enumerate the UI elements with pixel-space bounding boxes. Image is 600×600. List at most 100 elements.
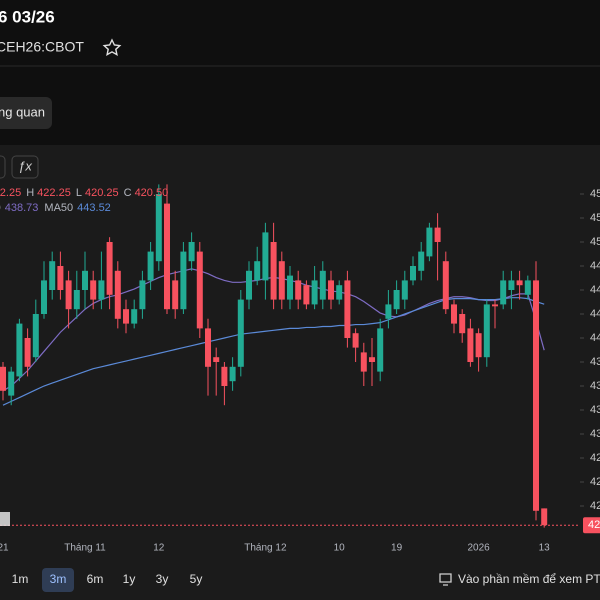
candle-body (328, 280, 334, 300)
candle-body (213, 357, 220, 362)
candle-body (319, 270, 326, 300)
y-tick-label: 437.50 (590, 356, 600, 368)
candle-body (172, 280, 179, 310)
candle-body (295, 280, 302, 300)
ma-legend-value: 443.52 (77, 202, 111, 214)
candle-body (475, 333, 482, 358)
y-tick-label: 427.50 (590, 452, 600, 464)
candle-body (221, 366, 228, 386)
candle-body (106, 242, 113, 295)
candle-body (147, 251, 154, 281)
candle-body (16, 323, 23, 377)
ohlc-value: 422.25 (0, 187, 21, 199)
x-tick-label: 21 (0, 543, 9, 554)
candle-body (278, 261, 285, 300)
candle-body (57, 266, 64, 290)
range-button[interactable]: 5y (190, 572, 203, 586)
y-tick-label: 455.00 (590, 188, 600, 200)
candle-body (139, 280, 146, 310)
range-button[interactable]: 6m (87, 572, 104, 586)
candle-body (237, 299, 244, 367)
title: 6 03/26 (0, 7, 55, 26)
candle-body (344, 280, 351, 338)
candle-body (270, 242, 277, 300)
ohlc-value: 420.25 (85, 187, 119, 199)
ohlc-name: L (76, 187, 82, 199)
y-tick-label: 435.00 (590, 380, 600, 392)
candle-body (524, 280, 531, 295)
ohlc-value: 422.25 (37, 187, 71, 199)
formula-label: ƒx (18, 158, 32, 173)
y-tick-label: 450.00 (590, 236, 600, 248)
y-tick-label: 447.50 (590, 260, 600, 272)
candle-body (287, 275, 293, 300)
y-tick-label: 440.00 (590, 332, 600, 344)
ohlc-value: 420.50 (135, 187, 169, 199)
range-button[interactable]: 1y (123, 572, 136, 586)
x-tick-label: Tháng 12 (244, 543, 287, 554)
range-selected (42, 568, 74, 592)
candle-body (246, 270, 252, 300)
ma-line (2, 297, 545, 406)
range-button[interactable]: 3m (50, 572, 67, 586)
overview-tab-label: ng quan (0, 104, 45, 119)
footer: 1m 3m 6m 1y 3y 5y (12, 568, 203, 592)
candle-body (90, 280, 97, 300)
candle-body (369, 357, 375, 362)
y-tick-label: 422.50 (590, 500, 600, 512)
overview-tab[interactable] (0, 97, 52, 129)
candle-body (188, 242, 195, 262)
candle-body (410, 266, 416, 281)
candle-body (483, 304, 490, 358)
candle-body (205, 328, 211, 367)
range-button[interactable]: 3y (156, 572, 169, 586)
symbol: CEH26:CBOT (0, 39, 84, 55)
y-tick-label: 425.00 (590, 476, 600, 488)
candle-body (164, 203, 170, 310)
candle-body (442, 261, 449, 310)
candle-body (131, 309, 138, 324)
x-tick-label: 13 (539, 543, 551, 554)
logo (0, 512, 10, 526)
x-tick-label: 19 (391, 543, 403, 554)
candle-body (385, 304, 392, 319)
candle-body (434, 227, 441, 242)
candle-body (0, 366, 6, 391)
plot: 422.50 425.00 427.50 430.00 432.50 435.00 437.… (0, 184, 600, 554)
candle-body (155, 194, 162, 262)
candle-body (254, 261, 261, 281)
candle-body (114, 270, 121, 319)
y-tick-label: 432.50 (590, 404, 600, 416)
footer-link[interactable]: Vào phần mềm để xem PT (458, 572, 600, 586)
ohlc-name: C (124, 187, 132, 199)
price-tag (583, 517, 600, 534)
candle-body (32, 314, 39, 358)
range-button[interactable]: 1m (12, 572, 29, 586)
x-tick-label: 12 (153, 543, 165, 554)
candle-body (360, 352, 367, 372)
candle-body (180, 251, 187, 310)
candle-body (41, 280, 47, 314)
candle-body (508, 280, 515, 290)
ma-legend-name: MA50 (44, 202, 73, 214)
candle-body (426, 227, 433, 257)
candle-body (500, 280, 507, 305)
candle-body (82, 270, 88, 290)
tool-button[interactable] (0, 155, 6, 179)
candle-body (24, 338, 31, 367)
y-tick-label: 430.00 (590, 428, 600, 440)
formula-button[interactable] (11, 155, 39, 179)
y-tick-label: 452.50 (590, 212, 600, 224)
candle-body (459, 314, 466, 334)
candle-body (451, 304, 457, 324)
candle-body (533, 280, 539, 511)
candle-body (467, 328, 474, 362)
candle-body (73, 290, 80, 310)
candle-body (393, 290, 400, 310)
chart-bg (0, 145, 600, 600)
candle-body (377, 328, 384, 372)
star-button[interactable] (102, 38, 122, 56)
candle-body (65, 280, 72, 310)
